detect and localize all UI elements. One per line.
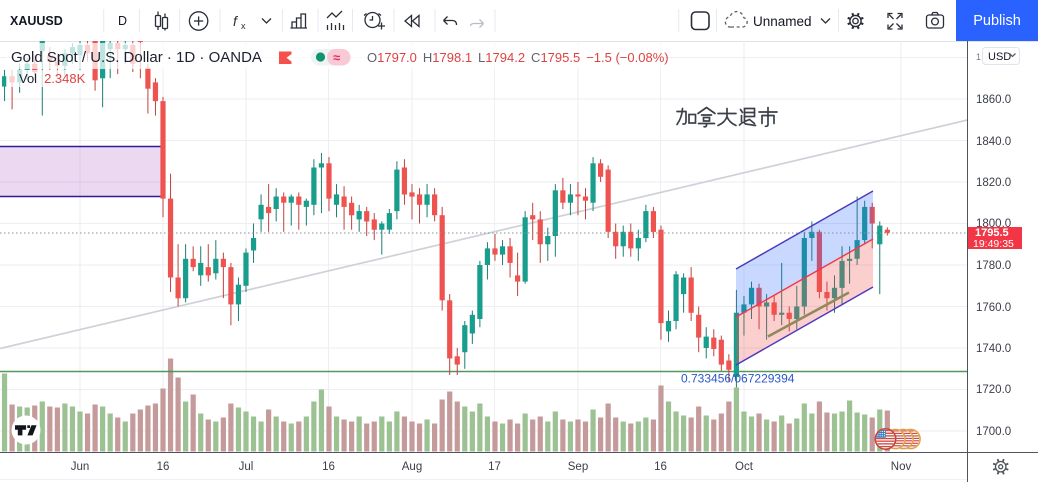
svg-text:1795.5: 1795.5 [975, 227, 1009, 239]
svg-text:19:49:35: 19:49:35 [973, 238, 1014, 250]
svg-text:XAUUSD: XAUUSD [10, 14, 63, 28]
svg-text:Unnamed: Unnamed [753, 14, 812, 29]
svg-text:1: 1 [976, 52, 981, 62]
svg-text:x: x [241, 21, 246, 31]
svg-text:1780.0: 1780.0 [976, 260, 1011, 272]
svg-text:1840.0: 1840.0 [976, 136, 1011, 148]
svg-text:Oct: Oct [735, 461, 754, 473]
svg-text:16: 16 [322, 461, 335, 473]
svg-text:Aug: Aug [402, 461, 422, 473]
svg-text:16: 16 [654, 461, 667, 473]
svg-text:Jul: Jul [239, 461, 254, 473]
svg-text:1700.0: 1700.0 [976, 426, 1011, 438]
svg-text:0.733456/067229394: 0.733456/067229394 [681, 372, 795, 386]
svg-text:1720.0: 1720.0 [976, 384, 1011, 396]
svg-text:Nov: Nov [891, 461, 912, 473]
svg-text:1740.0: 1740.0 [976, 343, 1011, 355]
svg-text:Gold Spot / U.S. Dollar · 1D ·: Gold Spot / U.S. Dollar · 1D · OANDA [11, 49, 262, 66]
svg-text:USD: USD [988, 51, 1011, 63]
svg-text:17: 17 [488, 461, 501, 473]
svg-text:f: f [233, 13, 239, 29]
svg-text:16: 16 [157, 461, 170, 473]
svg-text:1860.0: 1860.0 [976, 94, 1011, 106]
svg-text:D: D [118, 14, 127, 28]
svg-text:≈: ≈ [333, 50, 340, 65]
svg-text:1820.0: 1820.0 [976, 177, 1011, 189]
svg-text:Sep: Sep [568, 461, 588, 473]
svg-text:1760.0: 1760.0 [976, 302, 1011, 314]
svg-text:Jun: Jun [71, 461, 90, 473]
